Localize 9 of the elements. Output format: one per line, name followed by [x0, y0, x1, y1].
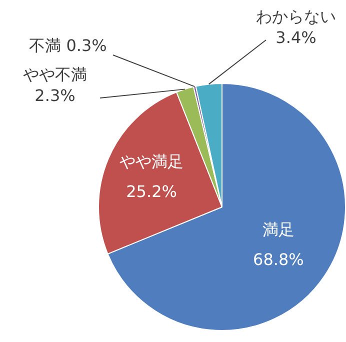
slice-label: やや不満: [23, 65, 87, 84]
slice-label: 不満 0.3%: [29, 36, 107, 56]
slice-label: 満足: [262, 220, 294, 239]
data-label: 68.8%: [253, 250, 304, 269]
data-label: 2.3%: [34, 86, 76, 106]
data-label: 3.4%: [276, 28, 316, 48]
slice-label: やや満足: [120, 152, 184, 172]
data-label: 25.2%: [126, 182, 177, 202]
slice-label: わからない: [256, 7, 336, 26]
